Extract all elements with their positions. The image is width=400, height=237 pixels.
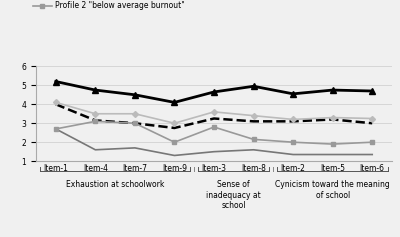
Text: Cynicism toward the meaning
of school: Cynicism toward the meaning of school (275, 180, 390, 200)
Text: Exhaustion at schoolwork: Exhaustion at schoolwork (66, 180, 164, 189)
Text: Sense of
inadequacy at
school: Sense of inadequacy at school (206, 180, 261, 210)
Legend: Overall sample average, Profile 1 "low burnout", Profile 2 "below average burnou: Overall sample average, Profile 1 "low b… (33, 0, 341, 10)
